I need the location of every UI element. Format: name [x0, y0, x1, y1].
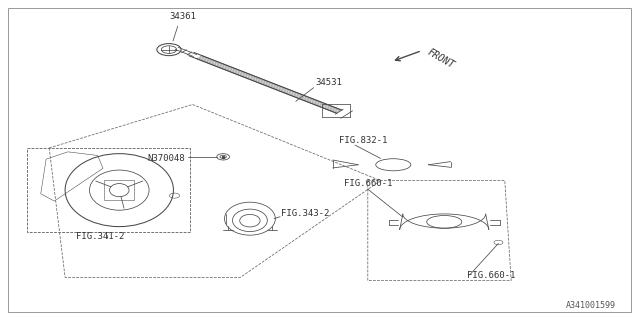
- Text: 34531: 34531: [315, 77, 342, 86]
- Text: 34361: 34361: [170, 12, 196, 20]
- Text: FIG.343-2: FIG.343-2: [282, 209, 330, 218]
- Text: N370048: N370048: [147, 154, 185, 163]
- Text: FIG.341-2: FIG.341-2: [76, 232, 124, 241]
- Text: A341001599: A341001599: [566, 300, 616, 309]
- Text: FIG.660-1: FIG.660-1: [344, 179, 392, 188]
- Text: FIG.832-1: FIG.832-1: [339, 136, 387, 145]
- Text: FIG.660-1: FIG.660-1: [467, 271, 515, 280]
- Text: FRONT: FRONT: [425, 47, 456, 70]
